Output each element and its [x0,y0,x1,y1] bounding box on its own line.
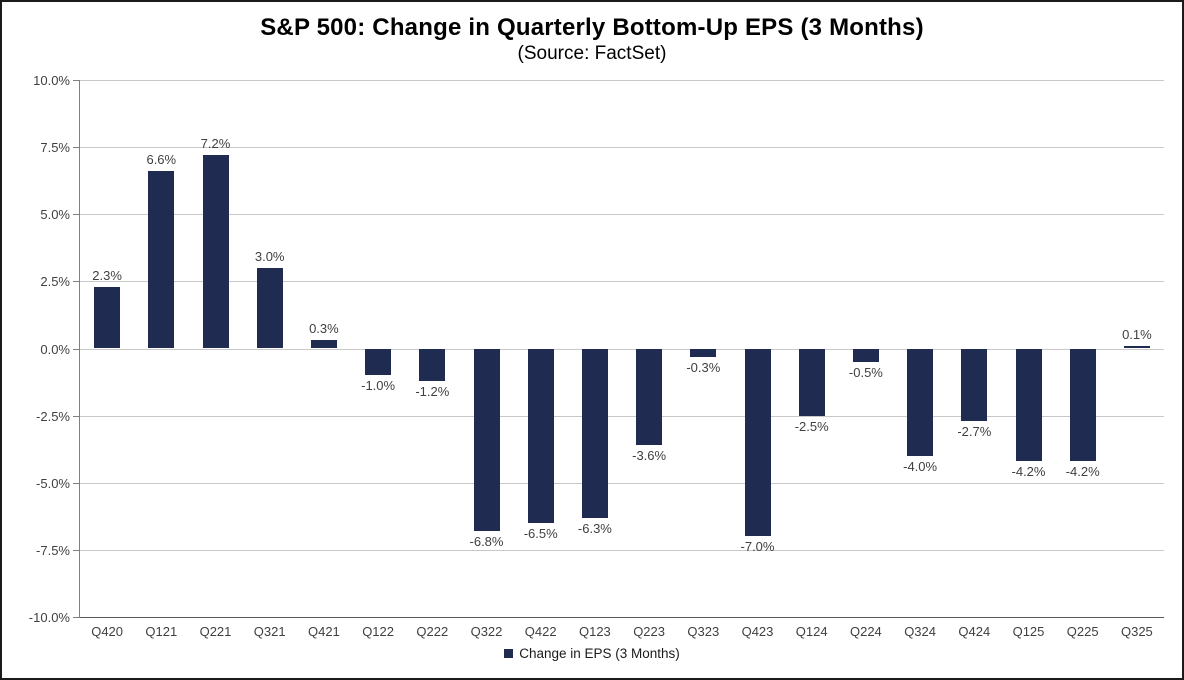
bar-Q124 [798,348,825,416]
x-tick-label-Q121: Q121 [145,624,178,639]
y-tick-label: 0.0% [40,341,70,357]
y-tick-label: 10.0% [33,73,70,88]
x-tick-label-Q424: Q424 [958,624,991,639]
bar-Q223 [636,348,663,446]
x-tick-label-Q324: Q324 [904,624,936,639]
bar-Q422 [527,348,554,524]
x-tick-label-Q321: Q321 [253,624,286,639]
y-axis-line [79,80,80,618]
bar-label-Q324: -4.0% [903,458,938,474]
y-tick-mark [73,482,79,484]
bar-label-Q221: 7.2% [200,136,231,152]
y-tick-label: -2.5% [36,408,70,424]
bar-Q324 [907,348,934,456]
bar-Q222 [419,348,446,381]
y-tick-label: 7.5% [40,140,70,156]
y-tick-mark [73,415,79,417]
bar-label-Q421: 0.3% [309,321,339,337]
x-tick-label-Q123: Q123 [578,624,611,639]
bar-label-Q422: -6.5% [523,526,558,542]
y-tick-mark [73,281,79,283]
gridline [80,80,1164,81]
bar-label-Q321: 3.0% [254,248,285,264]
x-tick-label-Q325: Q325 [1120,624,1153,639]
bar-Q323 [690,348,717,357]
bar-Q322 [473,348,500,532]
chart-subtitle: (Source: FactSet) [517,43,667,64]
chart-title: S&P 500: Change in Quarterly Bottom-Up E… [260,14,924,41]
bar-label-Q420: 2.3% [92,267,122,283]
bar-Q321 [256,267,283,349]
bar-label-Q122: -1.0% [361,378,396,394]
x-tick-label-Q224: Q224 [849,624,882,639]
x-tick-label-Q423: Q423 [741,624,774,639]
y-tick-label: -10.0% [28,610,70,625]
legend: Change in EPS (3 Months) [2,646,1182,661]
bar-Q424 [961,348,988,421]
bar-label-Q225: -4.2% [1065,464,1100,480]
y-tick-mark [73,549,79,551]
x-axis-line [80,617,1164,618]
x-tick-label-Q125: Q125 [1012,624,1045,639]
bar-label-Q222: -1.2% [415,383,450,399]
x-tick-label-Q420: Q420 [91,624,124,639]
gridline [80,549,1164,551]
y-tick-label: -7.5% [36,542,70,558]
bar-label-Q423: -7.0% [740,539,775,555]
plot-area: 2.3% Q420 6.6% Q121 7.2% Q221 3.0% Q321 0.3% Q421… [79,80,1164,639]
x-tick-label-Q222: Q222 [416,624,449,639]
bar-label-Q124: -2.5% [794,418,829,434]
bar-label-Q325: 0.1% [1122,326,1152,342]
bar-label-Q323: -0.3% [686,359,721,375]
legend-label: Change in EPS (3 Months) [519,646,680,661]
x-tick-label-Q221: Q221 [199,624,232,639]
legend-swatch-icon [504,649,514,658]
y-tick-mark [73,348,79,350]
bar-label-Q424: -2.7% [957,423,992,439]
y-tick-label: 5.0% [40,207,70,223]
gridline [80,147,1164,149]
bar-label-Q224: -0.5% [848,364,883,380]
y-tick-label: 2.5% [40,274,70,290]
x-tick-label-Q322: Q322 [470,624,503,639]
bar-label-Q125: -4.2% [1011,464,1046,480]
bar-label-Q322: -6.8% [469,534,504,550]
bar-label-Q121: 6.6% [146,152,177,168]
gridline [80,281,1164,283]
y-tick-label: -5.0% [36,475,70,491]
gridline [80,415,1164,417]
y-tick-mark [73,617,79,618]
bar-Q122 [365,348,392,376]
bar-label-Q123: -6.3% [577,520,612,536]
bar-Q423 [744,348,771,537]
x-tick-label-Q122: Q122 [362,624,394,639]
gridline [80,482,1164,484]
bar-Q325 [1123,345,1150,349]
x-tick-label-Q421: Q421 [307,624,340,639]
bar-Q421 [310,340,337,349]
bar-Q420 [94,286,121,349]
x-tick-label-Q225: Q225 [1066,624,1099,639]
gridline [80,214,1164,216]
gridline [80,348,1164,350]
y-tick-mark [73,80,79,81]
bar-Q225 [1069,348,1096,462]
x-tick-label-Q124: Q124 [795,624,828,639]
bar-Q221 [202,155,229,349]
x-tick-label-Q422: Q422 [524,624,557,639]
y-tick-mark [73,214,79,216]
x-tick-label-Q323: Q323 [687,624,720,639]
bar-Q123 [581,348,608,518]
x-tick-label-Q223: Q223 [633,624,665,639]
bar-Q224 [852,348,879,362]
bar-label-Q223: -3.6% [632,448,667,464]
y-tick-mark [73,147,79,149]
bar-Q125 [1015,348,1042,462]
bar-Q121 [148,171,175,349]
